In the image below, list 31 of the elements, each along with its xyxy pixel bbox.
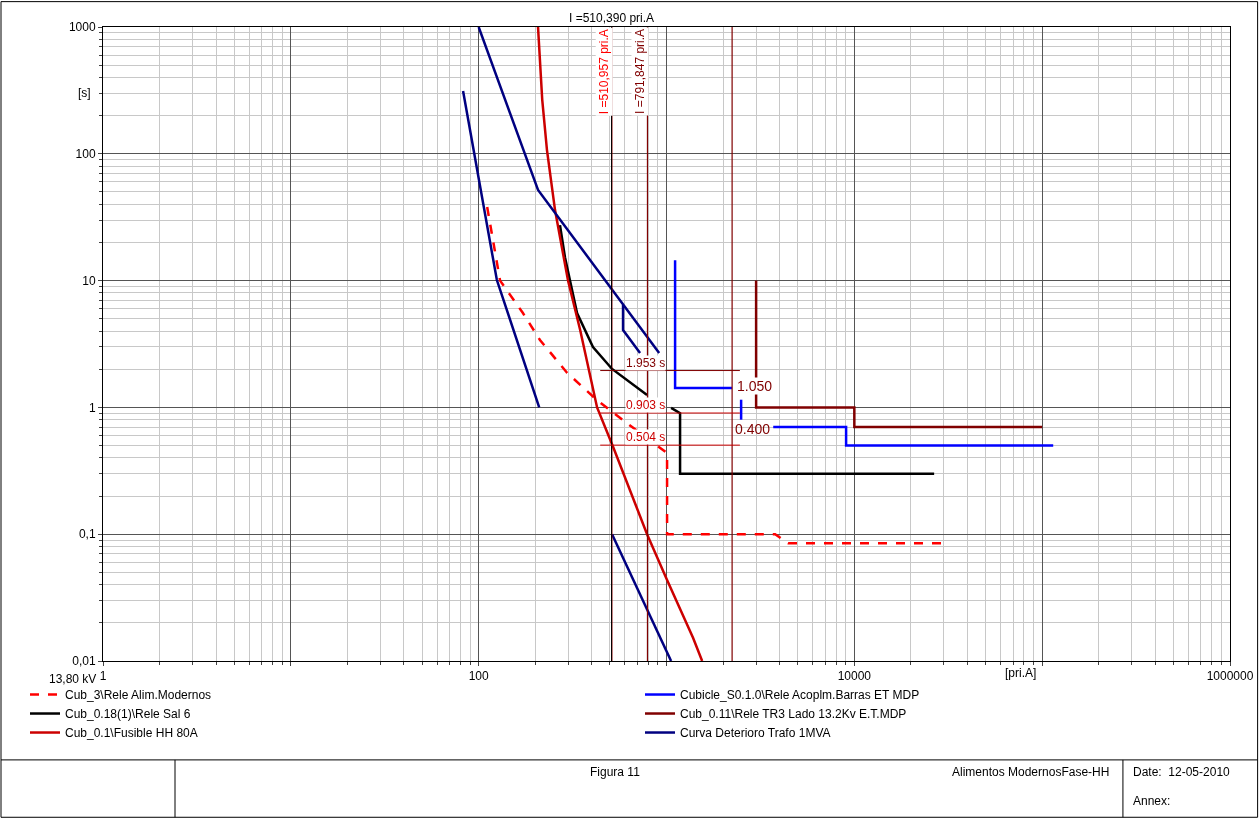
text: 13,80 kV — [49, 672, 97, 686]
y-tick-label: 1 — [88, 400, 96, 415]
x-tick-label: 1 — [99, 669, 107, 684]
annotation: 1.050 — [737, 378, 773, 394]
text: Annex: — [1133, 794, 1171, 808]
legend-label: Cubicle_S0.1.0\Rele Acoplm.Barras ET MDP — [680, 688, 920, 703]
legend-label: Cub_0.11\Rele TR3 Lado 13.2Kv E.T.MDP — [680, 707, 907, 722]
y-tick-label: 1000 — [68, 20, 96, 35]
legend-label: Curva Deterioro Trafo 1MVA — [680, 726, 831, 741]
y-axis-title: [s] — [78, 86, 91, 100]
ref-line-label: 1.953 s — [626, 356, 666, 370]
ref-line-label: I =510,957 pri.A — [597, 29, 612, 115]
x-tick-label: 10000 — [837, 669, 872, 684]
annotation: 0.400 — [735, 421, 771, 437]
ref-line-label: 0.504 s — [626, 430, 666, 444]
ref-line-label: I =791,847 pri.A — [632, 28, 647, 114]
legend-label: Cub_3\Rele Alim.Modernos — [65, 688, 212, 703]
x-tick-label: 100 — [468, 669, 489, 684]
ref-line-label: I =510,390 pri.A — [569, 11, 655, 25]
text: Alimentos ModernosFase-HH — [952, 765, 1110, 779]
ref-line-label: 0.903 s — [626, 398, 666, 412]
y-tick-label: 0,1 — [78, 527, 96, 542]
text: Figura 11 — [590, 765, 641, 779]
x-tick-label: 1000000 — [1206, 669, 1254, 684]
y-tick-label: 10 — [82, 273, 96, 288]
y-tick-label: 100 — [75, 147, 96, 161]
legend-label: Cub_0.1\Fusible HH 80A — [65, 726, 198, 741]
y-tick-label: 0,01 — [72, 654, 96, 669]
text: Date: 12-05-2010 — [1133, 765, 1231, 779]
x-axis-title: [pri.A] — [1005, 666, 1037, 680]
legend-label: Cub_0.18(1)\Rele Sal 6 — [65, 707, 191, 722]
